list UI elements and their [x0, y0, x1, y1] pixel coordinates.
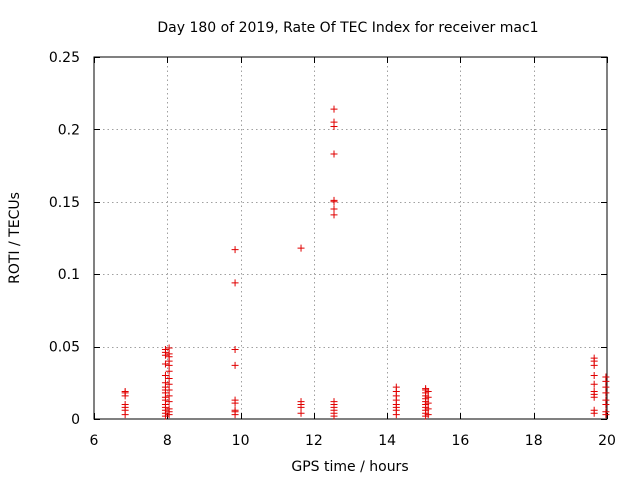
data-point: [231, 246, 239, 254]
data-point: [330, 205, 338, 213]
data-point: [161, 372, 169, 380]
data-point: [590, 354, 598, 362]
data-points: [121, 105, 610, 420]
data-point: [231, 406, 239, 414]
data-point: [231, 361, 239, 369]
data-point: [330, 118, 338, 126]
data-point: [602, 373, 610, 381]
data-point: [165, 344, 173, 352]
y-tick-label: 0.05: [49, 340, 80, 356]
y-tick-label: 0.25: [49, 50, 80, 66]
data-point: [424, 387, 432, 395]
data-point: [121, 387, 129, 395]
data-point: [590, 380, 598, 388]
chart-title: Day 180 of 2019, Rate Of TEC Index for r…: [157, 20, 538, 36]
data-point: [161, 345, 169, 353]
y-tick-label: 0: [71, 412, 80, 428]
data-point: [165, 374, 173, 382]
x-tick-label: 14: [378, 433, 396, 449]
data-point: [590, 406, 598, 414]
data-point: [590, 387, 598, 395]
x-tick-label: 16: [452, 433, 470, 449]
y-tick-labels: 0 0.05 0.1 0.15 0.2 0.25: [49, 50, 80, 428]
data-point: [602, 408, 610, 416]
grid-lines: [94, 57, 607, 419]
y-tick-label: 0.1: [58, 267, 80, 283]
data-point: [297, 244, 305, 252]
data-point: [165, 405, 173, 413]
data-point: [330, 398, 338, 406]
data-point: [330, 150, 338, 158]
data-point: [392, 383, 400, 391]
plot-frame: [93, 56, 608, 420]
data-point: [231, 345, 239, 353]
data-point: [231, 396, 239, 404]
data-point: [590, 372, 598, 380]
data-point: [161, 360, 169, 368]
x-tick-labels: 6 8 10 12 14 16 18 20: [90, 433, 616, 449]
x-tick-label: 18: [525, 433, 543, 449]
x-axis-label: GPS time / hours: [291, 459, 408, 475]
data-point: [330, 105, 338, 113]
y-tick-label: 0.2: [58, 122, 80, 138]
data-point: [121, 401, 129, 409]
x-tick-label: 12: [305, 433, 323, 449]
data-point: [602, 396, 610, 404]
data-point: [231, 279, 239, 287]
data-point: [330, 196, 338, 204]
data-point: [297, 398, 305, 406]
x-tick-label: 6: [90, 433, 99, 449]
data-point: [161, 379, 169, 387]
x-tick-label: 8: [163, 433, 172, 449]
y-tick-label: 0.15: [49, 195, 80, 211]
y-axis-label: ROTI / TECUs: [7, 192, 23, 284]
x-tick-label: 20: [598, 433, 616, 449]
x-tick-label: 10: [232, 433, 250, 449]
